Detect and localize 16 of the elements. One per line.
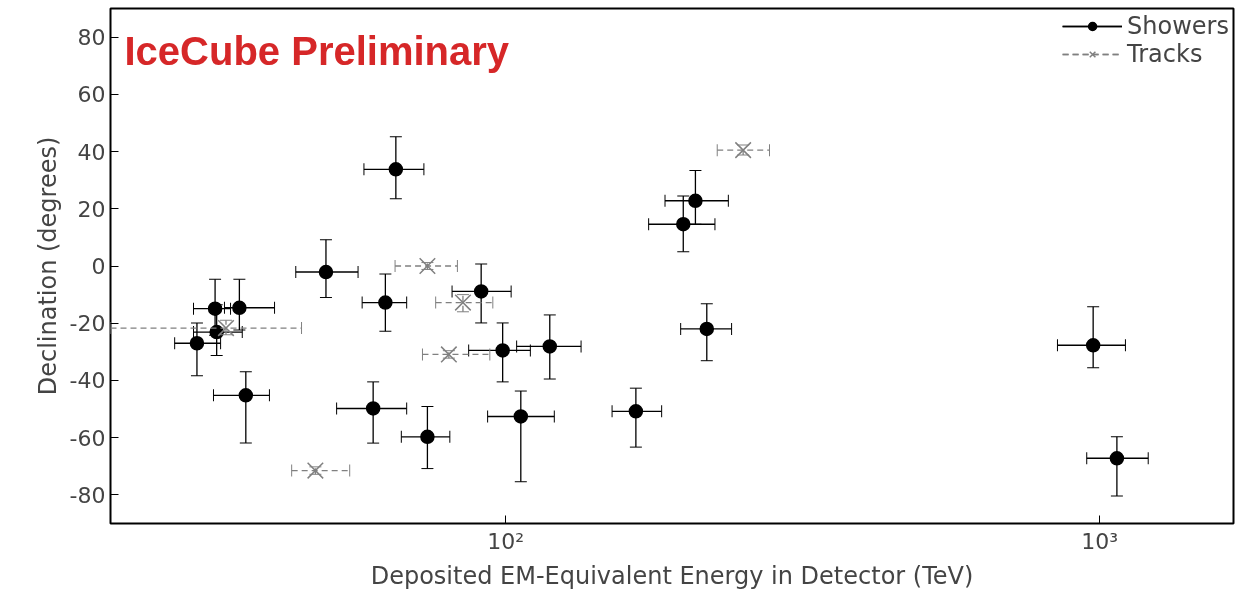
y-tick-label: -60: [69, 425, 106, 451]
legend-label: Tracks: [1127, 40, 1203, 68]
y-tick-label: 0: [91, 254, 106, 279]
y-tick-label: 80: [77, 25, 106, 51]
x-tick-label: 10³: [1081, 528, 1119, 554]
y-tick-label: -40: [69, 368, 106, 394]
y-tick-label: 40: [77, 139, 106, 165]
annotation: IceCube Preliminary: [124, 28, 510, 73]
y-tick-label: 20: [77, 196, 106, 222]
y-tick-label: 60: [77, 82, 106, 108]
x-axis-title: Deposited EM-Equivalent Energy in Detector (TeV): [370, 561, 974, 590]
x-tick-label: 10²: [487, 528, 525, 554]
legend-label: Showers: [1127, 12, 1229, 40]
y-tick-label: -20: [69, 311, 106, 337]
y-axis-title: Declination (degrees): [33, 136, 62, 396]
y-tick-label: -80: [69, 482, 106, 508]
